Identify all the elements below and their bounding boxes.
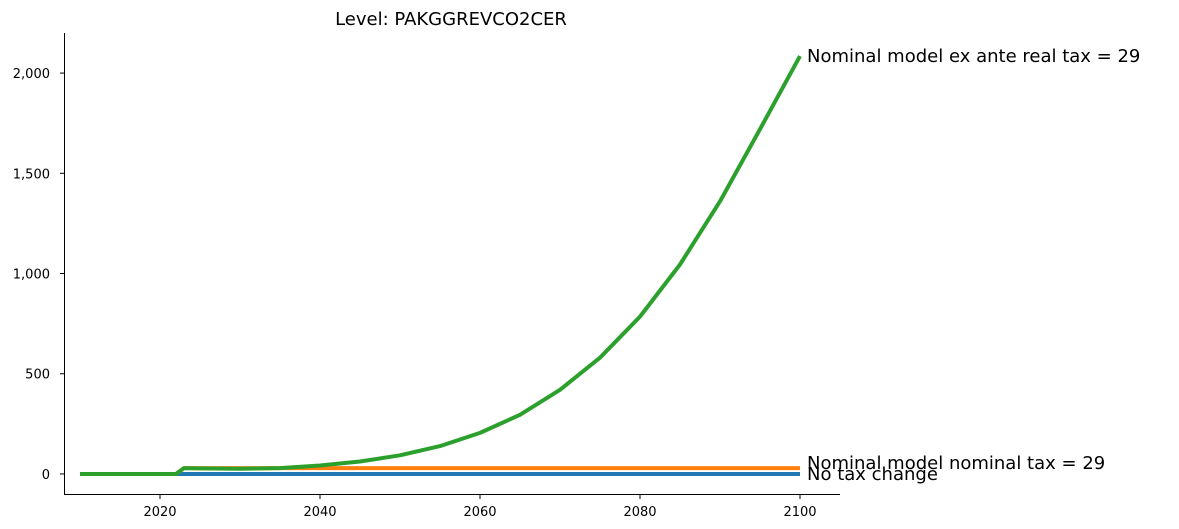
series-end-label: Nominal model nominal tax = 29 bbox=[807, 453, 1105, 474]
y-tick-label: 1,000 bbox=[13, 268, 50, 283]
x-tick-label: 2060 bbox=[463, 505, 496, 520]
y-tick-label: 500 bbox=[25, 368, 50, 383]
y-tick-label: 0 bbox=[42, 468, 50, 483]
series-line-2 bbox=[80, 55, 802, 476]
series-end-label: No tax change bbox=[807, 464, 938, 485]
x-tick-label: 2020 bbox=[143, 505, 176, 520]
series-lines bbox=[80, 55, 802, 476]
x-tick-label: 2080 bbox=[623, 505, 656, 520]
x-axis-ticks: 2020 2040 2060 2080 2100 bbox=[143, 495, 817, 520]
y-tick-label: 2,000 bbox=[13, 67, 50, 82]
x-tick-label: 2040 bbox=[303, 505, 336, 520]
series-labels: Nominal model ex ante real tax = 29 Nomin… bbox=[807, 46, 1140, 485]
y-axis-ticks: 0 500 1,000 1,500 2,000 bbox=[13, 67, 64, 483]
chart-title: Level: PAKGGREVCO2CER bbox=[335, 9, 567, 30]
x-tick-label: 2100 bbox=[783, 505, 816, 520]
y-tick-label: 1,500 bbox=[13, 167, 50, 182]
series-end-label: Nominal model ex ante real tax = 29 bbox=[807, 46, 1140, 67]
